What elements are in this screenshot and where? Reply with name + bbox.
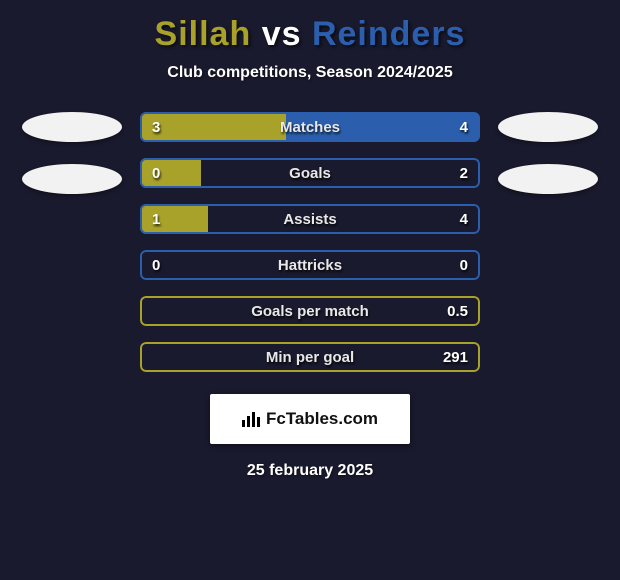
- stat-value-right: 4: [460, 211, 468, 228]
- avatars-left: [22, 112, 122, 194]
- stat-value-left: 0: [152, 165, 160, 182]
- bar-values: 14: [140, 204, 480, 234]
- comparison-card: Sillah vs Reinders Club competitions, Se…: [0, 0, 620, 480]
- logo-bars-icon: [242, 412, 260, 427]
- stat-bars: 34Matches02Goals14Assists00Hattricks0.5G…: [140, 112, 480, 372]
- chart-area: 34Matches02Goals14Assists00Hattricks0.5G…: [0, 112, 620, 372]
- stat-row: 0.5Goals per match: [140, 296, 480, 326]
- stat-value-left: 0: [152, 257, 160, 274]
- stat-row: 291Min per goal: [140, 342, 480, 372]
- vs-text: vs: [262, 15, 302, 53]
- logo: FcTables.com: [210, 394, 410, 444]
- bar-values: 02: [140, 158, 480, 188]
- avatar: [498, 164, 598, 194]
- avatar: [22, 112, 122, 142]
- bar-values: 34: [140, 112, 480, 142]
- subtitle: Club competitions, Season 2024/2025: [167, 64, 452, 82]
- stat-value-right: 0.5: [447, 303, 468, 320]
- stat-value-right: 2: [460, 165, 468, 182]
- avatar: [498, 112, 598, 142]
- stat-row: 02Goals: [140, 158, 480, 188]
- player1-name: Sillah: [155, 15, 252, 53]
- logo-text: FcTables.com: [266, 409, 378, 429]
- bar-values: 00: [140, 250, 480, 280]
- stat-row: 14Assists: [140, 204, 480, 234]
- avatar: [22, 164, 122, 194]
- stat-row: 34Matches: [140, 112, 480, 142]
- avatars-right: [498, 112, 598, 194]
- date-text: 25 february 2025: [247, 462, 373, 480]
- bar-values: 0.5: [140, 296, 480, 326]
- stat-value-right: 0: [460, 257, 468, 274]
- stat-row: 00Hattricks: [140, 250, 480, 280]
- stat-value-left: 3: [152, 119, 160, 136]
- bar-values: 291: [140, 342, 480, 372]
- title: Sillah vs Reinders: [155, 15, 466, 54]
- stat-value-right: 291: [443, 349, 468, 366]
- stat-value-right: 4: [460, 119, 468, 136]
- stat-value-left: 1: [152, 211, 160, 228]
- player2-name: Reinders: [312, 15, 466, 53]
